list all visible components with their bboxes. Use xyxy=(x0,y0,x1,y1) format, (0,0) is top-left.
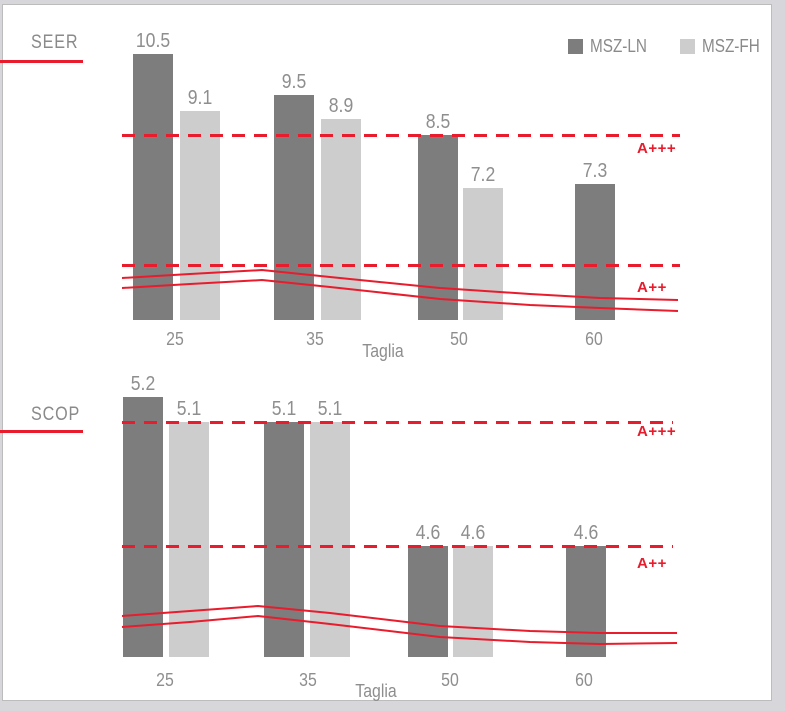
bar-MSZ-LN-60 xyxy=(566,546,606,657)
bar-MSZ-FH-25 xyxy=(180,111,220,320)
legend-swatch-msz-ln xyxy=(568,39,583,54)
x-tick-label: 50 xyxy=(441,670,459,690)
bar-value-label: 5.1 xyxy=(317,398,343,420)
bar-MSZ-FH-50 xyxy=(453,546,493,657)
bar-MSZ-FH-50 xyxy=(463,188,503,320)
bar-value-label: 8.5 xyxy=(425,111,451,133)
bar-value-label: 10.5 xyxy=(135,30,171,52)
bar-MSZ-LN-25 xyxy=(123,397,163,657)
bar-MSZ-LN-35 xyxy=(264,422,304,657)
bar-MSZ-LN-25 xyxy=(133,54,173,320)
bar-value-label: 7.2 xyxy=(470,164,496,186)
legend-label-msz-ln: MSZ-LN xyxy=(590,36,647,56)
threshold-label-A+++: A+++ xyxy=(637,423,677,440)
bar-value-label: 5.1 xyxy=(176,398,202,420)
x-tick-label: 60 xyxy=(585,329,603,349)
legend-item-msz-ln: MSZ-LN xyxy=(568,36,657,56)
threshold-label-A++: A++ xyxy=(637,279,667,296)
threshold-line-A++ xyxy=(122,545,673,548)
x-tick-label: 60 xyxy=(575,670,593,690)
bar-value-label: 5.1 xyxy=(271,398,297,420)
threshold-line-A+++ xyxy=(122,134,680,137)
x-tick-label: 35 xyxy=(306,329,324,349)
bar-value-label: 8.9 xyxy=(328,95,354,117)
x-tick-label: 25 xyxy=(166,329,184,349)
bar-value-label: 4.6 xyxy=(460,522,486,544)
threshold-label-A++: A++ xyxy=(637,555,667,572)
scop-title-underline xyxy=(0,430,83,433)
bar-value-label: 4.6 xyxy=(415,522,441,544)
legend-item-msz-fh: MSZ-FH xyxy=(680,36,770,56)
bar-value-label: 7.3 xyxy=(582,160,608,182)
legend-label-msz-fh: MSZ-FH xyxy=(702,36,760,56)
x-tick-label: 50 xyxy=(450,329,468,349)
seer-chart-title: SEER xyxy=(31,32,79,53)
bar-MSZ-LN-60 xyxy=(575,184,615,320)
bar-value-label: 9.5 xyxy=(281,71,307,93)
threshold-line-A+++ xyxy=(122,421,673,424)
x-tick-label: 25 xyxy=(156,670,174,690)
bar-MSZ-LN-50 xyxy=(418,135,458,320)
bar-MSZ-LN-35 xyxy=(274,95,314,320)
bar-MSZ-FH-35 xyxy=(321,119,361,320)
legend-swatch-msz-fh xyxy=(680,39,695,54)
bar-value-label: 4.6 xyxy=(573,522,599,544)
threshold-label-A+++: A+++ xyxy=(637,140,677,157)
bar-MSZ-LN-50 xyxy=(408,546,448,657)
scop-chart-title: SCOP xyxy=(31,404,81,425)
threshold-line-A++ xyxy=(122,264,680,267)
x-axis-label: Taglia xyxy=(362,341,404,361)
bar-MSZ-FH-35 xyxy=(310,422,350,657)
bar-value-label: 5.2 xyxy=(130,373,156,395)
bar-MSZ-FH-25 xyxy=(169,422,209,657)
seer-title-underline xyxy=(0,60,83,63)
x-tick-label: 35 xyxy=(299,670,317,690)
bar-value-label: 9.1 xyxy=(187,87,213,109)
x-axis-label: Taglia xyxy=(355,681,397,701)
